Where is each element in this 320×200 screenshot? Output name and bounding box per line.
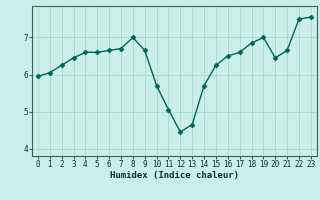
X-axis label: Humidex (Indice chaleur): Humidex (Indice chaleur) xyxy=(110,171,239,180)
